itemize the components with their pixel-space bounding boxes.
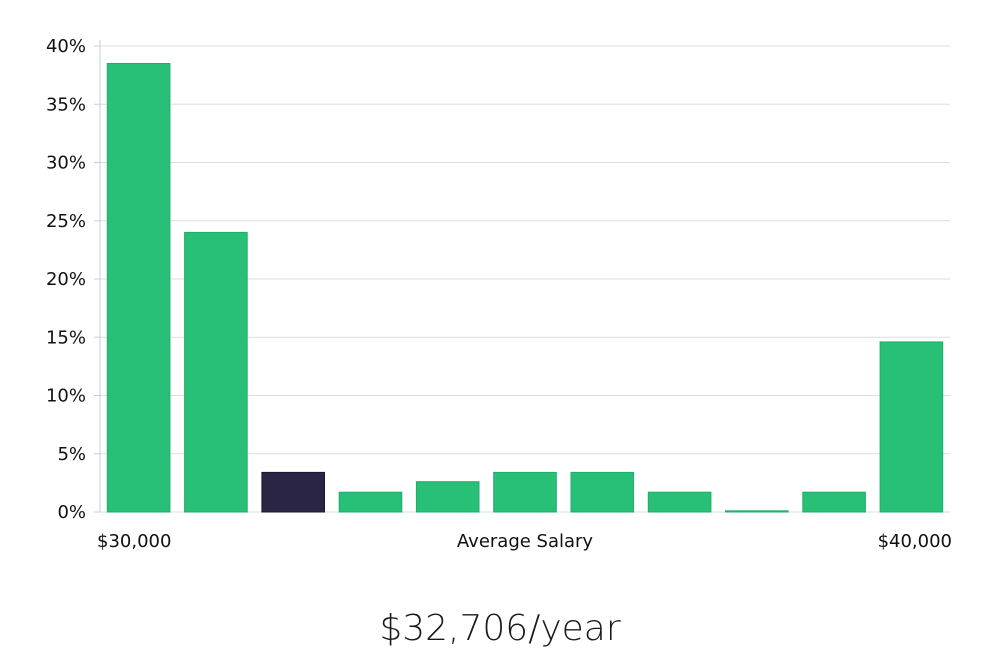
y-tick-label: 25% [46, 211, 86, 232]
bar [570, 471, 635, 513]
y-tick-label: 20% [46, 269, 86, 290]
bar [802, 491, 866, 513]
bar [106, 63, 171, 513]
x-start-label: $30,000 [97, 531, 171, 552]
bar [725, 510, 789, 513]
y-tick-label: 10% [46, 386, 86, 407]
y-tick-label: 5% [57, 444, 86, 465]
y-axis-ticks: 0% 5% 10% 15% 20% 25% 30% 35% 40% [46, 36, 100, 523]
bar [184, 231, 248, 513]
y-tick-label: 30% [46, 153, 86, 174]
bar-highlighted [261, 471, 325, 513]
bar [493, 471, 557, 513]
average-salary-value: $32,706/year [379, 608, 621, 649]
x-end-label: $40,000 [878, 531, 952, 552]
y-tick-label: 15% [46, 327, 86, 348]
bar [338, 491, 403, 513]
y-tick-label: 0% [57, 502, 86, 523]
bar [415, 481, 480, 513]
salary-distribution-chart: 0% 5% 10% 15% 20% 25% 30% 35% 40% $30,000 Averag… [46, 36, 952, 552]
y-tick-label: 35% [46, 94, 86, 115]
y-tick-label: 40% [46, 36, 86, 57]
bar [647, 491, 712, 513]
x-axis-title: Average Salary [457, 531, 594, 552]
bars [106, 63, 944, 513]
bar [879, 341, 944, 513]
